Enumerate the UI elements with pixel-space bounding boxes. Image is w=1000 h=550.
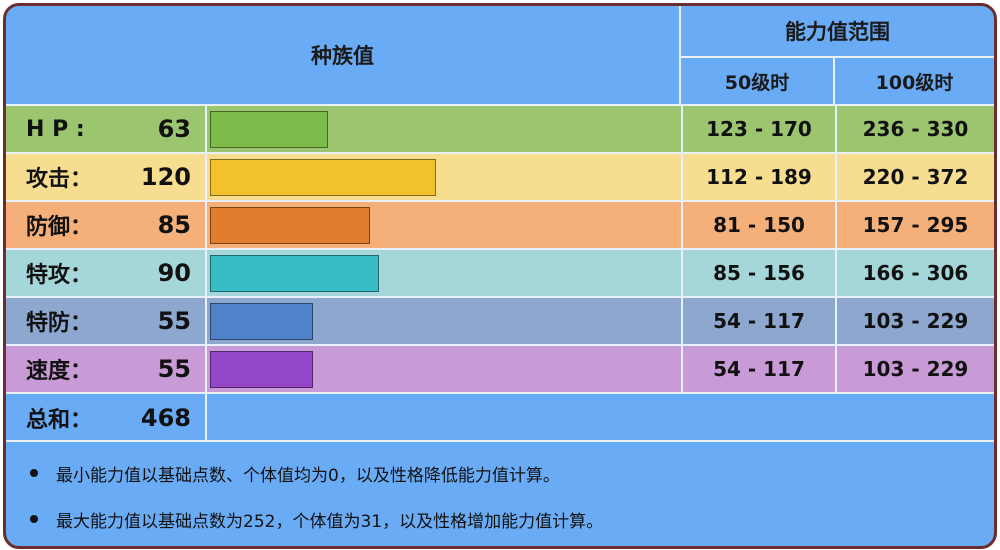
total-row: 总和： 468: [6, 394, 994, 442]
stat-range-lv100: 103 - 229: [862, 357, 969, 381]
divider: [205, 394, 207, 442]
stat-bar: [210, 255, 379, 292]
note-min: 最小能力值以基础点数、个体值均为0，以及性格降低能力值计算。: [30, 458, 560, 488]
divider: [835, 250, 837, 298]
stat-value: 55: [157, 307, 191, 335]
stat-value: 55: [157, 355, 191, 383]
stat-label: H P :: [26, 116, 85, 142]
divider: [681, 298, 683, 346]
bullet-icon: [30, 469, 38, 477]
divider: [205, 106, 207, 154]
stat-range-lv50: 123 - 170: [706, 117, 812, 141]
stat-label: 特攻：: [26, 263, 93, 288]
stat-range-lv100: 236 - 330: [862, 117, 969, 141]
lv50-header: 50级时: [681, 58, 835, 106]
stat-range-header: 能力值范围: [681, 6, 994, 58]
stat-range-lv100: 220 - 372: [862, 165, 969, 189]
stat-label: 速度：: [26, 359, 93, 384]
divider: [835, 106, 837, 154]
stat-value: 63: [157, 115, 191, 143]
stat-value: 90: [157, 259, 191, 287]
stat-range-lv100: 103 - 229: [862, 309, 969, 333]
note-min-text: 最小能力值以基础点数、个体值均为0，以及性格降低能力值计算。: [56, 465, 560, 486]
stat-bar: [210, 207, 370, 244]
stat-row-speed: 速度： 55 54 - 117 103 - 229: [6, 346, 994, 394]
divider: [205, 202, 207, 250]
stat-range-lv50: 54 - 117: [713, 357, 805, 381]
total-label: 总和：: [26, 408, 93, 433]
stat-range-header-label: 能力值范围: [785, 20, 890, 44]
stat-range-lv100: 157 - 295: [862, 213, 969, 237]
divider: [681, 346, 683, 394]
stat-label: 防御：: [26, 215, 93, 240]
stat-range-lv50: 81 - 150: [713, 213, 805, 237]
stats-table: 种族值 能力值范围 50级时 100级时 H P : 63 123 - 170 …: [3, 3, 997, 549]
lv100-header-label: 100级时: [875, 71, 954, 94]
bullet-icon: [30, 515, 38, 523]
stat-range-lv100: 166 - 306: [862, 261, 969, 285]
divider: [205, 154, 207, 202]
lv50-header-label: 50级时: [724, 71, 790, 94]
stat-row-defense: 防御： 85 81 - 150 157 - 295: [6, 202, 994, 250]
stat-row-sp-defense: 特防： 55 54 - 117 103 - 229: [6, 298, 994, 346]
divider: [835, 346, 837, 394]
divider: [835, 298, 837, 346]
lv100-header: 100级时: [835, 58, 994, 106]
stat-row-hp: H P : 63 123 - 170 236 - 330: [6, 106, 994, 154]
stat-row-sp-attack: 特攻： 90 85 - 156 166 - 306: [6, 250, 994, 298]
total-value: 468: [140, 404, 191, 432]
note-max-text: 最大能力值以基础点数为252，个体值为31，以及性格增加能力值计算。: [56, 511, 604, 532]
stat-bar: [210, 303, 313, 340]
divider: [205, 250, 207, 298]
stat-range-lv50: 54 - 117: [713, 309, 805, 333]
stat-range-lv50: 112 - 189: [706, 165, 812, 189]
divider: [205, 298, 207, 346]
base-stats-header-label: 种族值: [311, 44, 374, 68]
divider: [205, 346, 207, 394]
stat-bar: [210, 159, 436, 196]
stat-bar: [210, 111, 328, 148]
divider: [681, 202, 683, 250]
divider: [835, 202, 837, 250]
divider: [681, 106, 683, 154]
stat-label: 特防：: [26, 311, 93, 336]
stat-value: 85: [157, 211, 191, 239]
stat-label: 攻击：: [26, 167, 93, 192]
divider: [681, 250, 683, 298]
base-stats-header: 种族值: [6, 6, 681, 106]
stat-bar: [210, 351, 313, 388]
stat-value: 120: [140, 163, 191, 191]
divider: [835, 154, 837, 202]
stat-range-lv50: 85 - 156: [713, 261, 805, 285]
divider: [681, 154, 683, 202]
note-max: 最大能力值以基础点数为252，个体值为31，以及性格增加能力值计算。: [30, 504, 603, 534]
stat-row-attack: 攻击： 120 112 - 189 220 - 372: [6, 154, 994, 202]
